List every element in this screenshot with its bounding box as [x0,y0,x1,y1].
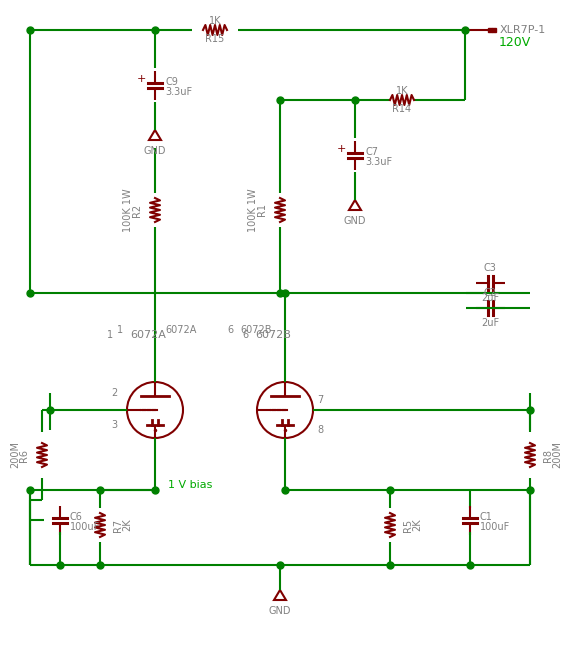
Text: 6: 6 [242,330,248,340]
Text: GND: GND [269,606,291,616]
Text: 120V: 120V [499,36,531,49]
Text: R14: R14 [392,104,411,114]
Text: 2: 2 [111,388,117,398]
Text: 7: 7 [317,395,323,405]
Text: GND: GND [144,146,166,156]
Text: 2K: 2K [122,518,132,531]
Text: GND: GND [344,216,366,226]
Text: R8: R8 [543,448,553,461]
Text: 6: 6 [227,325,233,335]
Text: 1K: 1K [396,86,408,96]
Text: R15: R15 [205,34,225,44]
Text: 100K 1W: 100K 1W [248,188,258,232]
Text: R5: R5 [403,518,413,531]
Text: R2: R2 [132,203,142,216]
Text: 6072B: 6072B [255,330,291,340]
Text: 2K: 2K [412,518,422,531]
Text: 200M: 200M [552,441,562,469]
Text: C6: C6 [70,512,83,522]
Text: 1: 1 [117,325,123,335]
Text: +: + [336,143,346,154]
Text: R7: R7 [113,518,123,531]
Text: +: + [137,73,146,84]
Text: 2uF: 2uF [481,318,499,328]
Text: 100K 1W: 100K 1W [123,188,133,232]
Text: 6072A: 6072A [130,330,166,340]
Text: C2: C2 [483,288,497,298]
Text: 100uF: 100uF [70,522,101,532]
Text: 6072A: 6072A [165,325,196,335]
Text: C7: C7 [365,147,378,157]
Text: R1: R1 [257,203,267,216]
Text: C9: C9 [165,77,178,87]
Text: 100uF: 100uF [480,522,510,532]
Text: C1: C1 [480,512,493,522]
Text: XLR7P-1: XLR7P-1 [500,25,546,35]
Text: 6072B: 6072B [240,325,271,335]
Text: 3: 3 [111,420,117,430]
Text: 1K: 1K [209,16,221,26]
Text: 3.3uF: 3.3uF [165,87,192,97]
Text: 1: 1 [107,330,113,340]
Text: R6: R6 [19,448,29,461]
Text: 8: 8 [317,425,323,435]
Text: 1 V bias: 1 V bias [168,480,212,490]
Text: C3: C3 [483,263,496,273]
Text: 200M: 200M [10,441,20,469]
Text: 2uF: 2uF [481,293,499,303]
Text: 3.3uF: 3.3uF [365,157,392,167]
